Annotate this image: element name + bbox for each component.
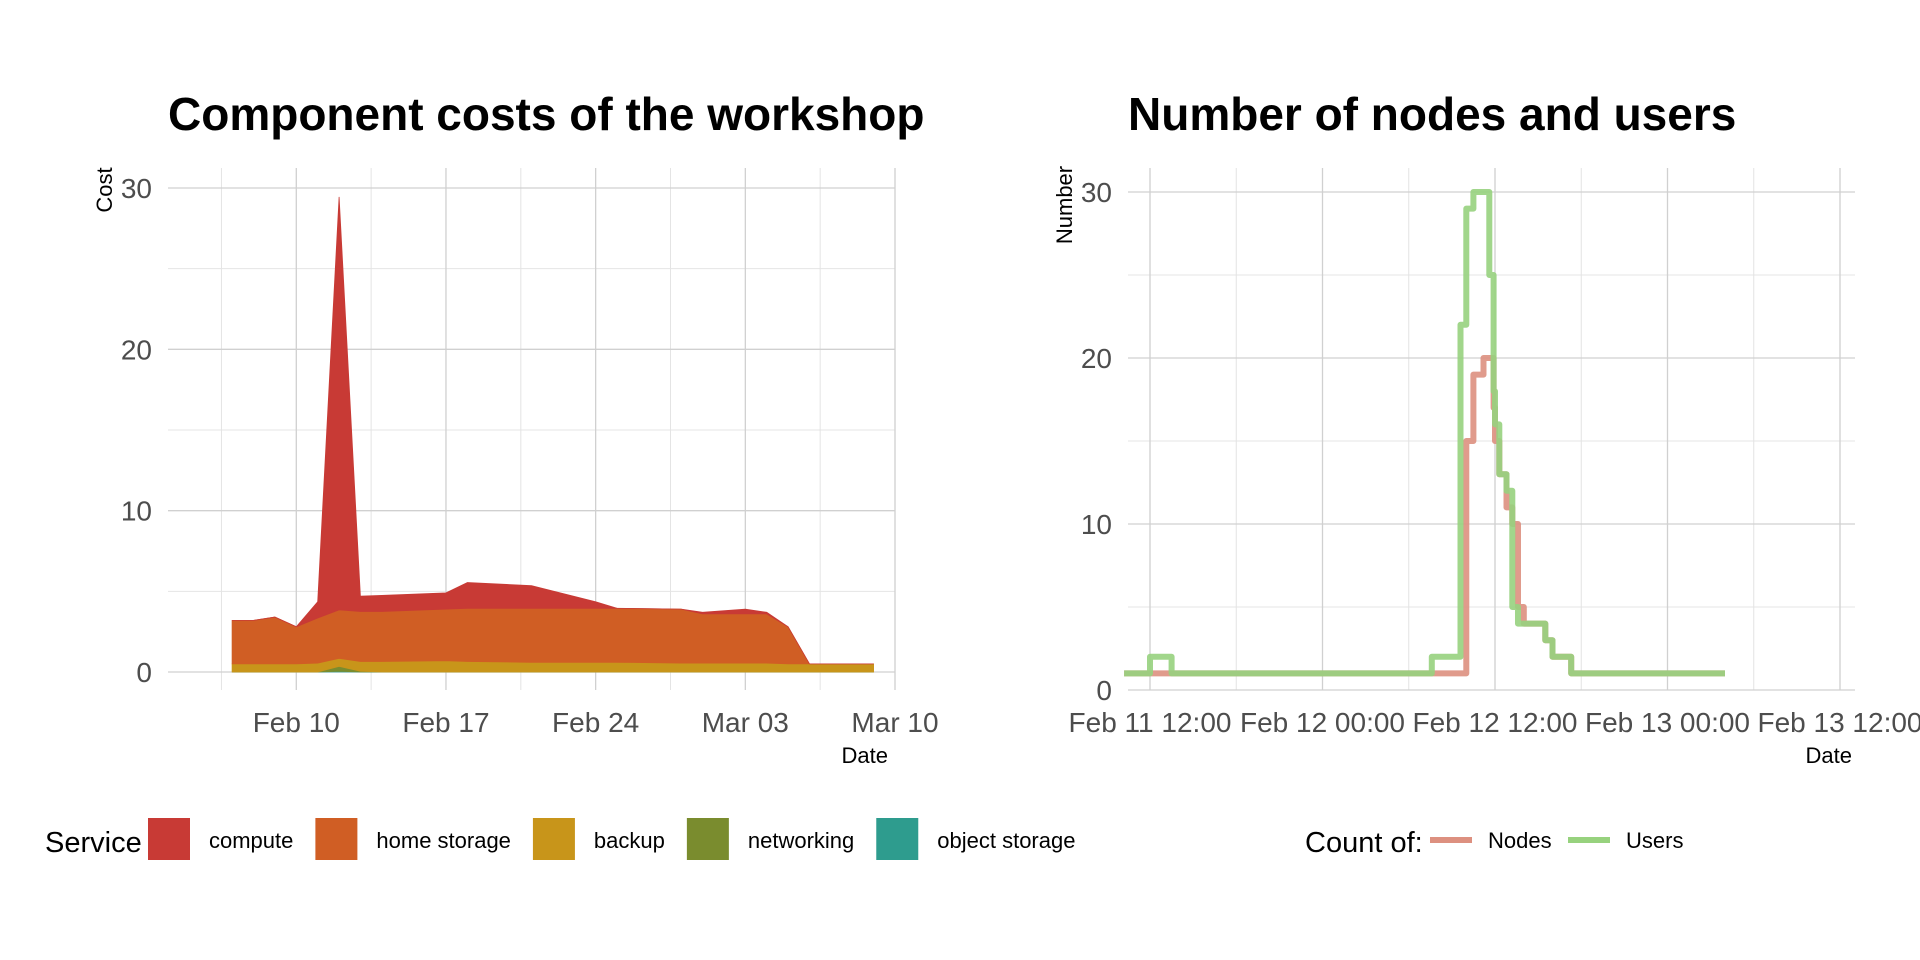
legend-label-home-storage: home storage <box>376 828 511 853</box>
legend-key-object-storage <box>876 818 919 860</box>
legend-label-users: Users <box>1626 828 1683 853</box>
cost-chart-title: Component costs of the workshop <box>168 88 924 140</box>
nodes-chart-y-ticks: 0 10 20 30 <box>1081 177 1112 706</box>
legend-key-networking <box>686 818 729 860</box>
legend-label-backup: backup <box>594 828 665 853</box>
cost-x-tick-label: Feb 24 <box>552 707 639 738</box>
nodes-chart-lines <box>1124 189 1725 677</box>
nodes-chart-y-label: Number <box>1052 166 1077 244</box>
nodes-y-tick-label: 20 <box>1081 343 1112 374</box>
nodes-y-tick-label: 30 <box>1081 177 1112 208</box>
cost-y-tick-label: 0 <box>136 657 152 688</box>
legend-label-compute: compute <box>209 828 293 853</box>
cost-chart-y-ticks: 0 10 20 30 <box>121 173 152 688</box>
cost-x-tick-label: Mar 10 <box>851 707 938 738</box>
cost-chart-y-label: Cost <box>92 167 117 212</box>
cost-legend-title: Service <box>45 827 142 859</box>
nodes-x-tick-label: Feb 11 12:00 <box>1069 707 1232 738</box>
cost-chart-x-label: Date <box>842 743 888 768</box>
cost-area-chart: Component costs of the workshop 0102030 … <box>45 88 1075 860</box>
cost-chart-legend: Service compute home storage backup network… <box>45 818 1075 860</box>
cost-x-tick-label: Feb 17 <box>402 707 489 738</box>
cost-x-tick-label: Feb 10 <box>253 707 340 738</box>
area-compute <box>232 196 874 665</box>
cost-x-tick-label: Mar 03 <box>702 707 789 738</box>
nodes-chart-x-ticks: Feb 11 12:00 Feb 12 00:00 Feb 12 12:00 Feb … <box>1069 707 1920 738</box>
cost-chart-areas <box>231 196 874 673</box>
legend-label-object-storage: object storage <box>937 828 1075 853</box>
nodes-chart-x-label: Date <box>1806 743 1852 768</box>
cost-y-tick-label: 30 <box>121 173 152 204</box>
legend-key-compute <box>148 818 190 860</box>
nodes-x-tick-label: Feb 13 00:00 <box>1585 707 1750 738</box>
cost-y-tick-label: 10 <box>121 496 152 527</box>
nodes-x-tick-label: Feb 13 12:00 <box>1757 707 1920 738</box>
nodes-chart-grid <box>1128 168 1855 691</box>
cost-chart-x-ticks: Feb 10 Feb 17 Feb 24 Mar 03 Mar 10 <box>253 707 939 738</box>
nodes-legend-title: Count of: <box>1305 827 1423 859</box>
legend-key-backup <box>532 818 575 860</box>
nodes-chart-title: Number of nodes and users <box>1128 88 1736 140</box>
legend-key-home-storage <box>315 818 358 860</box>
line-nodes <box>1124 355 1725 677</box>
nodes-y-tick-label: 0 <box>1096 675 1112 706</box>
line-users <box>1124 189 1725 677</box>
legend-label-nodes: Nodes <box>1488 828 1552 853</box>
nodes-x-tick-label: Feb 12 12:00 <box>1412 707 1577 738</box>
nodes-y-tick-label: 10 <box>1081 509 1112 540</box>
cost-y-tick-label: 20 <box>121 334 152 365</box>
nodes-users-line-chart: Number of nodes and users 0 10 20 30 Feb 11… <box>1052 88 1920 859</box>
nodes-x-tick-label: Feb 12 00:00 <box>1240 707 1405 738</box>
legend-label-networking: networking <box>748 828 854 853</box>
nodes-chart-legend: Count of: Nodes Users <box>1305 827 1683 859</box>
area-home-storage <box>231 607 874 665</box>
